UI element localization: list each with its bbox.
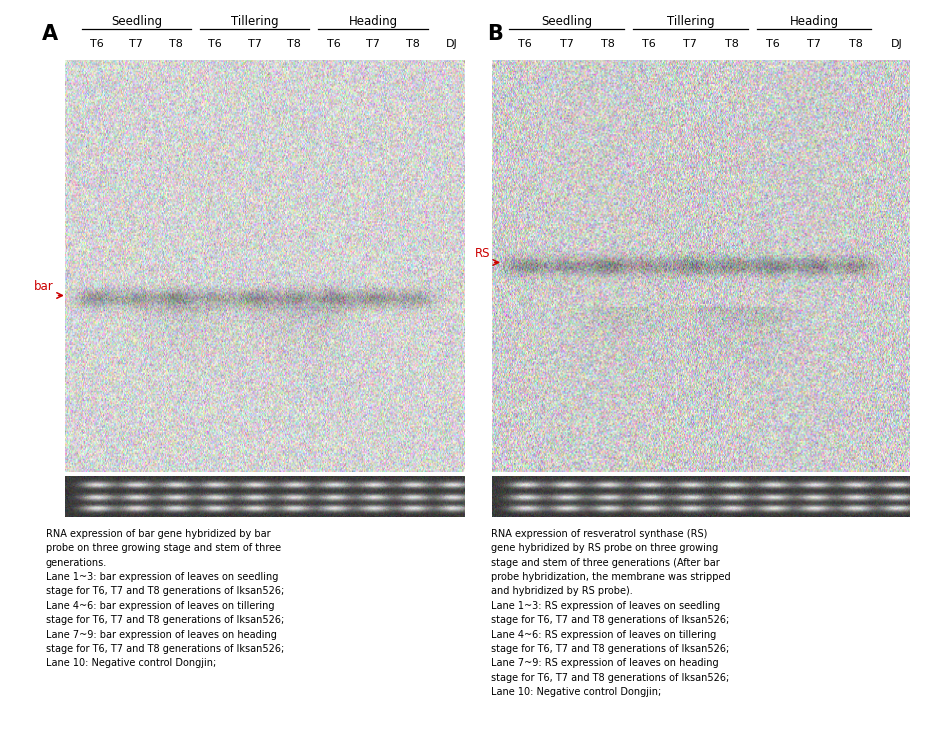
Text: T6: T6	[641, 39, 655, 49]
Text: T7: T7	[129, 39, 143, 49]
Text: T6: T6	[90, 39, 104, 49]
Text: T7: T7	[366, 39, 380, 49]
Text: RNA expression of resveratrol synthase (RS)
gene hybridized by RS probe on three: RNA expression of resveratrol synthase (…	[490, 529, 730, 698]
Text: T8: T8	[287, 39, 300, 49]
Text: T7: T7	[559, 39, 573, 49]
Text: T6: T6	[209, 39, 222, 49]
Text: Heading: Heading	[349, 15, 398, 28]
Text: Heading: Heading	[789, 15, 838, 28]
Text: T8: T8	[405, 39, 419, 49]
Text: T8: T8	[601, 39, 614, 49]
Text: T8: T8	[724, 39, 738, 49]
Text: bar: bar	[34, 280, 54, 293]
Text: T8: T8	[848, 39, 861, 49]
Text: A: A	[42, 24, 57, 44]
Text: T6: T6	[326, 39, 340, 49]
Text: T7: T7	[248, 39, 261, 49]
Text: DJ: DJ	[446, 39, 457, 49]
Text: DJ: DJ	[890, 39, 902, 49]
Text: T7: T7	[806, 39, 820, 49]
Text: T6: T6	[518, 39, 531, 49]
Text: Seedling: Seedling	[110, 15, 161, 28]
Text: T7: T7	[683, 39, 696, 49]
Text: Seedling: Seedling	[540, 15, 591, 28]
Text: T6: T6	[766, 39, 779, 49]
Text: RNA expression of bar gene hybridized by bar
probe on three growing stage and st: RNA expression of bar gene hybridized by…	[45, 529, 284, 668]
Text: T8: T8	[169, 39, 183, 49]
Text: Tillering: Tillering	[231, 15, 278, 28]
Text: RS: RS	[474, 247, 489, 260]
Text: Tillering: Tillering	[666, 15, 714, 28]
Text: B: B	[487, 24, 502, 44]
